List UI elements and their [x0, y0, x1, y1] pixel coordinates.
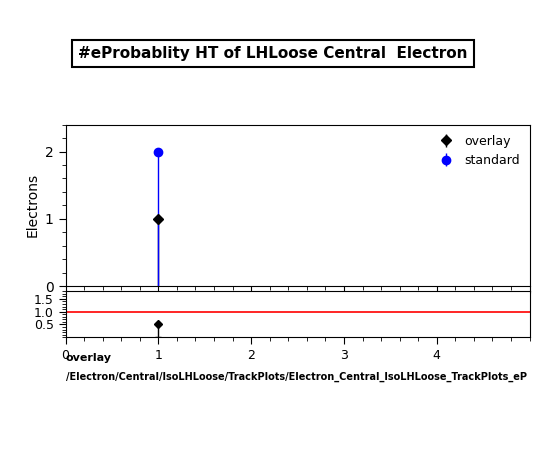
Text: /Electron/Central/IsoLHLoose/TrackPlots/Electron_Central_IsoLHLoose_TrackPlots_e: /Electron/Central/IsoLHLoose/TrackPlots/… — [66, 372, 526, 382]
Y-axis label: Electrons: Electrons — [25, 173, 39, 237]
Text: overlay: overlay — [66, 353, 111, 364]
Text: #eProbablity HT of LHLoose Central  Electron: #eProbablity HT of LHLoose Central Elect… — [78, 46, 468, 61]
Legend: overlay, standard: overlay, standard — [430, 131, 524, 171]
